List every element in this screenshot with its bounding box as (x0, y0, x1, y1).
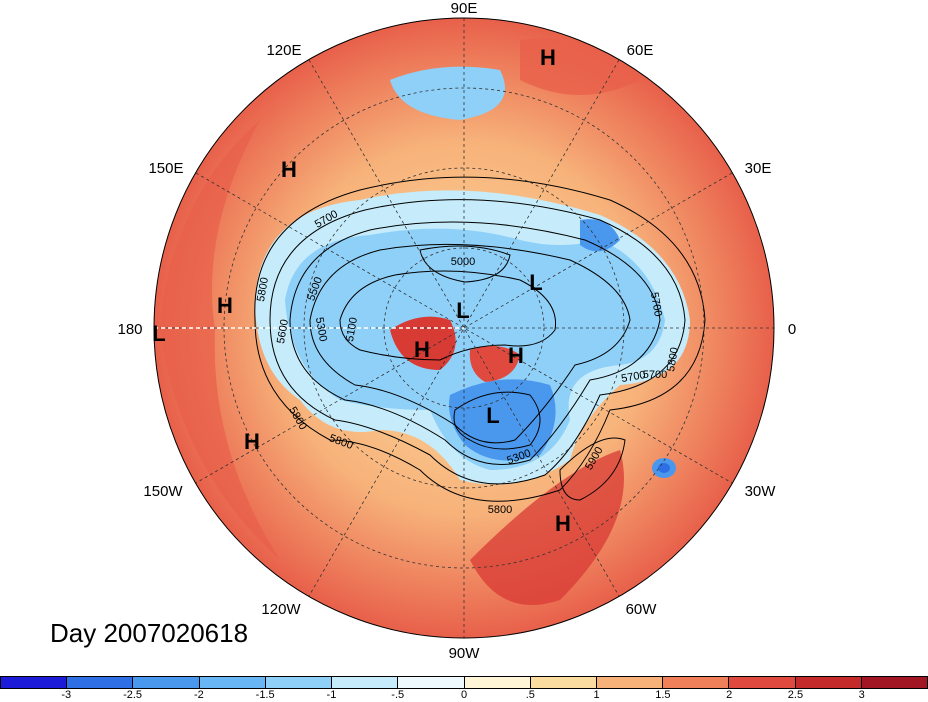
high-marker: H (555, 511, 571, 536)
colorbar-swatch (530, 677, 597, 688)
lon-30e-label: 30E (745, 160, 772, 177)
contour-label: 5800 (255, 276, 271, 302)
contour-label: 5300 (313, 316, 329, 342)
colorbar-ticks: -3 -2.5 -2 -1.5 -1 -.5 0 .5 1 1.5 2 2.5 3 (0, 689, 928, 702)
lon-180-label: 180 (117, 321, 142, 338)
warm-anomaly-west (160, 120, 280, 560)
lon-150e-label: 150E (148, 160, 183, 177)
colorbar-tick-label: 2.5 (787, 689, 804, 701)
colorbar-tick-label: 1 (593, 689, 600, 701)
contour-label: 5700 (643, 369, 667, 381)
lon-90e-label: 90E (451, 0, 478, 17)
lon-150w-label: 150W (143, 483, 183, 500)
colorbar-tick-label: -.5 (391, 689, 405, 701)
low-marker: L (456, 298, 469, 323)
colorbar-tick-label: 2 (726, 689, 733, 701)
map-field (154, 18, 774, 638)
colorbar-tick-label: 1.5 (655, 689, 671, 701)
map-boundary (153, 17, 775, 639)
map-title: Day 2007020618 (50, 618, 249, 648)
low-marker: L (529, 270, 542, 295)
contour-label: 5800 (665, 346, 681, 372)
contour-label: 5700 (620, 369, 646, 385)
warm-arctic-1 (390, 316, 456, 370)
colorbar-swatch (265, 677, 333, 688)
lon-0-label: 0 (788, 321, 796, 338)
high-marker: H (244, 429, 260, 454)
warm-anomaly-caribbean (470, 450, 624, 605)
cool-siberia (390, 66, 505, 120)
colorbar-tick-label: -3 (61, 689, 72, 701)
colorbar-swatch (464, 677, 531, 688)
graticule (154, 18, 774, 638)
contour-labels: 5000 5100 5300 5500 5700 5800 5900 5600 … (255, 208, 681, 516)
contour-label: 5700 (648, 291, 664, 317)
high-marker: H (414, 337, 430, 362)
colorbar-tick-label: 3 (858, 689, 865, 701)
colorbar-swatch (398, 677, 465, 688)
colorbar: -3 -2.5 -2 -1.5 -1 -.5 0 .5 1 1.5 2 2.5 3 (0, 676, 928, 702)
lon-120e-label: 120E (266, 42, 301, 59)
colorbar-tick-label: -2.5 (123, 689, 143, 701)
longitude-labels: 90E 60E 30E 0 30W 60W 90W 120W 150W 180 … (117, 0, 796, 662)
lon-60w-label: 60W (626, 601, 658, 618)
height-contours (254, 176, 706, 502)
colorbar-swatch (795, 677, 862, 688)
high-marker: H (217, 293, 233, 318)
lon-90w-label: 90W (449, 645, 481, 662)
lon-120w-label: 120W (261, 601, 301, 618)
pressure-centers: H H H H H H H L L L L (152, 45, 571, 536)
high-marker: H (540, 45, 556, 70)
high-marker: H (508, 343, 524, 368)
lon-30w-label: 30W (745, 483, 777, 500)
colorbar-swatch (663, 677, 730, 688)
colorbar-swatch (199, 677, 266, 688)
colorbar-swatch (596, 677, 664, 688)
contour-label: 5600 (275, 318, 291, 344)
colorbar-tick-label: .5 (525, 689, 535, 701)
contour-label: 5000 (451, 256, 475, 268)
colorbar-tick-label: -1 (326, 689, 337, 701)
colorbar-swatch (133, 677, 200, 688)
warm-arctic-2 (469, 346, 520, 382)
colorbar-swatch (332, 677, 399, 688)
contour-label: 5100 (344, 316, 360, 342)
colorbar-swatch (1, 677, 68, 688)
colorbar-tick-label: -2 (193, 689, 204, 701)
colorbar-swatch (861, 677, 928, 688)
contour-label: 5800 (488, 504, 512, 516)
high-marker: H (281, 157, 297, 182)
colorbar-swatches (0, 676, 928, 689)
low-marker: L (486, 403, 499, 428)
colorbar-swatch (729, 677, 796, 688)
low-marker: L (152, 321, 165, 346)
warm-anomaly-north (520, 38, 640, 95)
colorbar-swatch (67, 677, 134, 688)
lon-60e-label: 60E (627, 42, 654, 59)
colorbar-tick-label: 0 (460, 689, 468, 701)
colorbar-tick-label: -1.5 (255, 689, 275, 701)
